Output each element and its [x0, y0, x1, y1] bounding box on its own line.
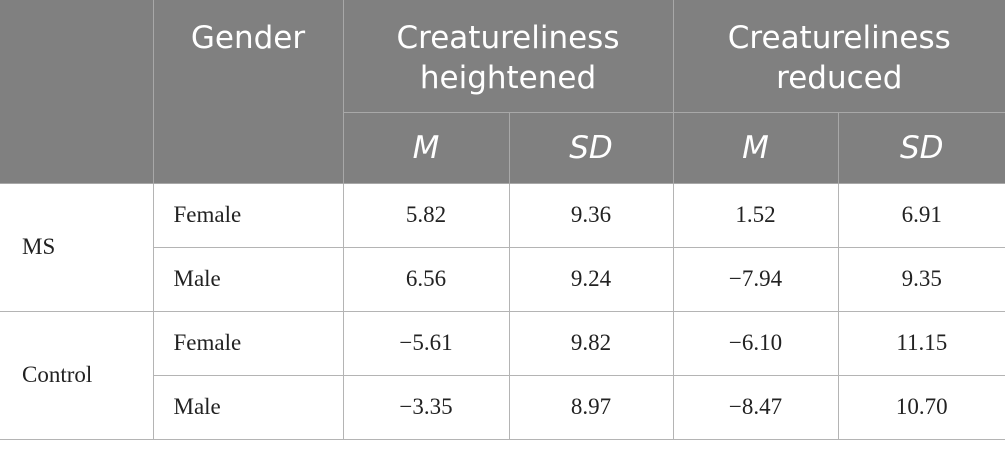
table-head: Gender Creatureliness heightened Creatur… [0, 0, 1005, 184]
value-cell: 8.97 [508, 374, 674, 440]
value-cell: 6.91 [837, 182, 1005, 248]
value-cell: −7.94 [672, 246, 839, 312]
value-cell: −8.47 [672, 374, 839, 440]
value-cell: −3.35 [342, 374, 510, 440]
group-cell: Control [0, 310, 154, 440]
gender-cell: Male [152, 246, 344, 312]
corner-cell [0, 0, 154, 184]
value-cell: 9.82 [508, 310, 674, 376]
data-table: Gender Creatureliness heightened Creatur… [0, 0, 1005, 440]
value-cell: 5.82 [342, 182, 510, 248]
body-row: Male −3.35 8.97 −8.47 10.70 [0, 374, 1005, 440]
body-row: Male 6.56 9.24 −7.94 9.35 [0, 246, 1005, 312]
value-cell: 9.35 [837, 246, 1005, 312]
gender-cell: Female [152, 310, 344, 376]
sub-header: M [343, 112, 510, 184]
body-row: Control Female −5.61 9.82 −6.10 11.15 [0, 310, 1005, 440]
value-cell: −5.61 [342, 310, 510, 376]
sub-header: SD [837, 112, 1005, 184]
value-cell: 10.70 [837, 374, 1005, 440]
value-cell: 9.24 [508, 246, 674, 312]
sub-header: M [672, 112, 839, 184]
group-cell: MS [0, 182, 154, 312]
sub-header: SD [508, 112, 674, 184]
table-body: MS Female 5.82 9.36 1.52 6.91 Male 6.56 9.24 −7.9… [0, 182, 1005, 440]
group-header: Creatureliness reduced [672, 0, 1005, 113]
value-cell: 11.15 [837, 310, 1005, 376]
value-cell: 1.52 [672, 182, 839, 248]
subheader-row: M SD M SD [0, 112, 1005, 184]
gender-cell: Female [152, 182, 344, 248]
body-row: MS Female 5.82 9.36 1.52 6.91 [0, 182, 1005, 312]
value-cell: 6.56 [342, 246, 510, 312]
group-header: Creatureliness heightened [342, 0, 674, 113]
gender-header: Gender [152, 0, 344, 184]
header-row: Gender Creatureliness heightened Creatur… [0, 0, 1005, 184]
gender-cell: Male [152, 374, 344, 440]
value-cell: −6.10 [672, 310, 839, 376]
value-cell: 9.36 [508, 182, 674, 248]
